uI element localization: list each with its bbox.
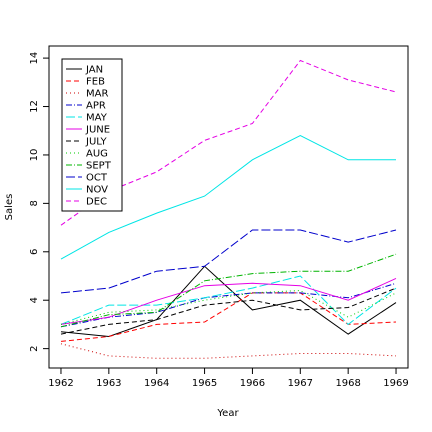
- x-axis-label: Year: [216, 408, 239, 419]
- series-lines: [60, 59, 397, 359]
- legend-label: DEC: [86, 197, 107, 208]
- legend-label: JAN: [85, 65, 103, 76]
- series-line-july: [60, 287, 397, 335]
- series-line-may: [60, 275, 397, 326]
- legend-label: FEB: [86, 77, 105, 88]
- plot-frame: [48, 45, 409, 369]
- y-tick-label: 10: [29, 149, 40, 162]
- x-tick-label: 1966: [240, 378, 265, 389]
- legend-label: NOV: [86, 185, 108, 196]
- legend-label: OCT: [86, 173, 108, 184]
- y-tick-label: 6: [29, 249, 40, 255]
- series-line-mar: [60, 343, 397, 359]
- y-tick-label: 12: [29, 100, 40, 113]
- series-line-oct: [60, 229, 397, 294]
- series-line-june: [60, 277, 397, 325]
- legend-label: AUG: [86, 149, 108, 160]
- y-tick-label: 4: [29, 297, 40, 303]
- x-tick-label: 1967: [288, 378, 313, 389]
- x-tick-label: 1963: [96, 378, 121, 389]
- x-tick-label: 1969: [383, 378, 408, 389]
- x-axis: 1962 1963 1964 1965 1966 1967 1968 1969: [48, 368, 409, 389]
- legend-label: MAR: [86, 89, 108, 100]
- y-tick-label: 2: [29, 345, 40, 351]
- legend-label: JULY: [85, 137, 108, 148]
- series-line-aug: [60, 289, 397, 325]
- legend-box: [61, 58, 123, 212]
- x-tick-label: 1965: [192, 378, 217, 389]
- legend-label: JUNE: [85, 125, 110, 136]
- legend-label: APR: [86, 101, 106, 112]
- series-line-nov: [60, 135, 396, 260]
- series-line-jan: [60, 265, 397, 338]
- x-tick-label: 1964: [144, 378, 169, 389]
- series-line-apr: [60, 282, 397, 328]
- x-tick-label: 1962: [48, 378, 73, 389]
- series-line-feb: [60, 292, 397, 342]
- y-axis: 2 4 6 8 10 12 14: [29, 52, 49, 352]
- y-axis-label: Sales: [4, 194, 15, 221]
- legend-label: SEPT: [86, 161, 112, 172]
- legend-label: MAY: [86, 113, 108, 124]
- y-tick-label: 14: [29, 52, 40, 65]
- y-tick-label: 8: [29, 200, 40, 206]
- series-line-sept: [60, 253, 397, 328]
- x-tick-label: 1968: [335, 378, 360, 389]
